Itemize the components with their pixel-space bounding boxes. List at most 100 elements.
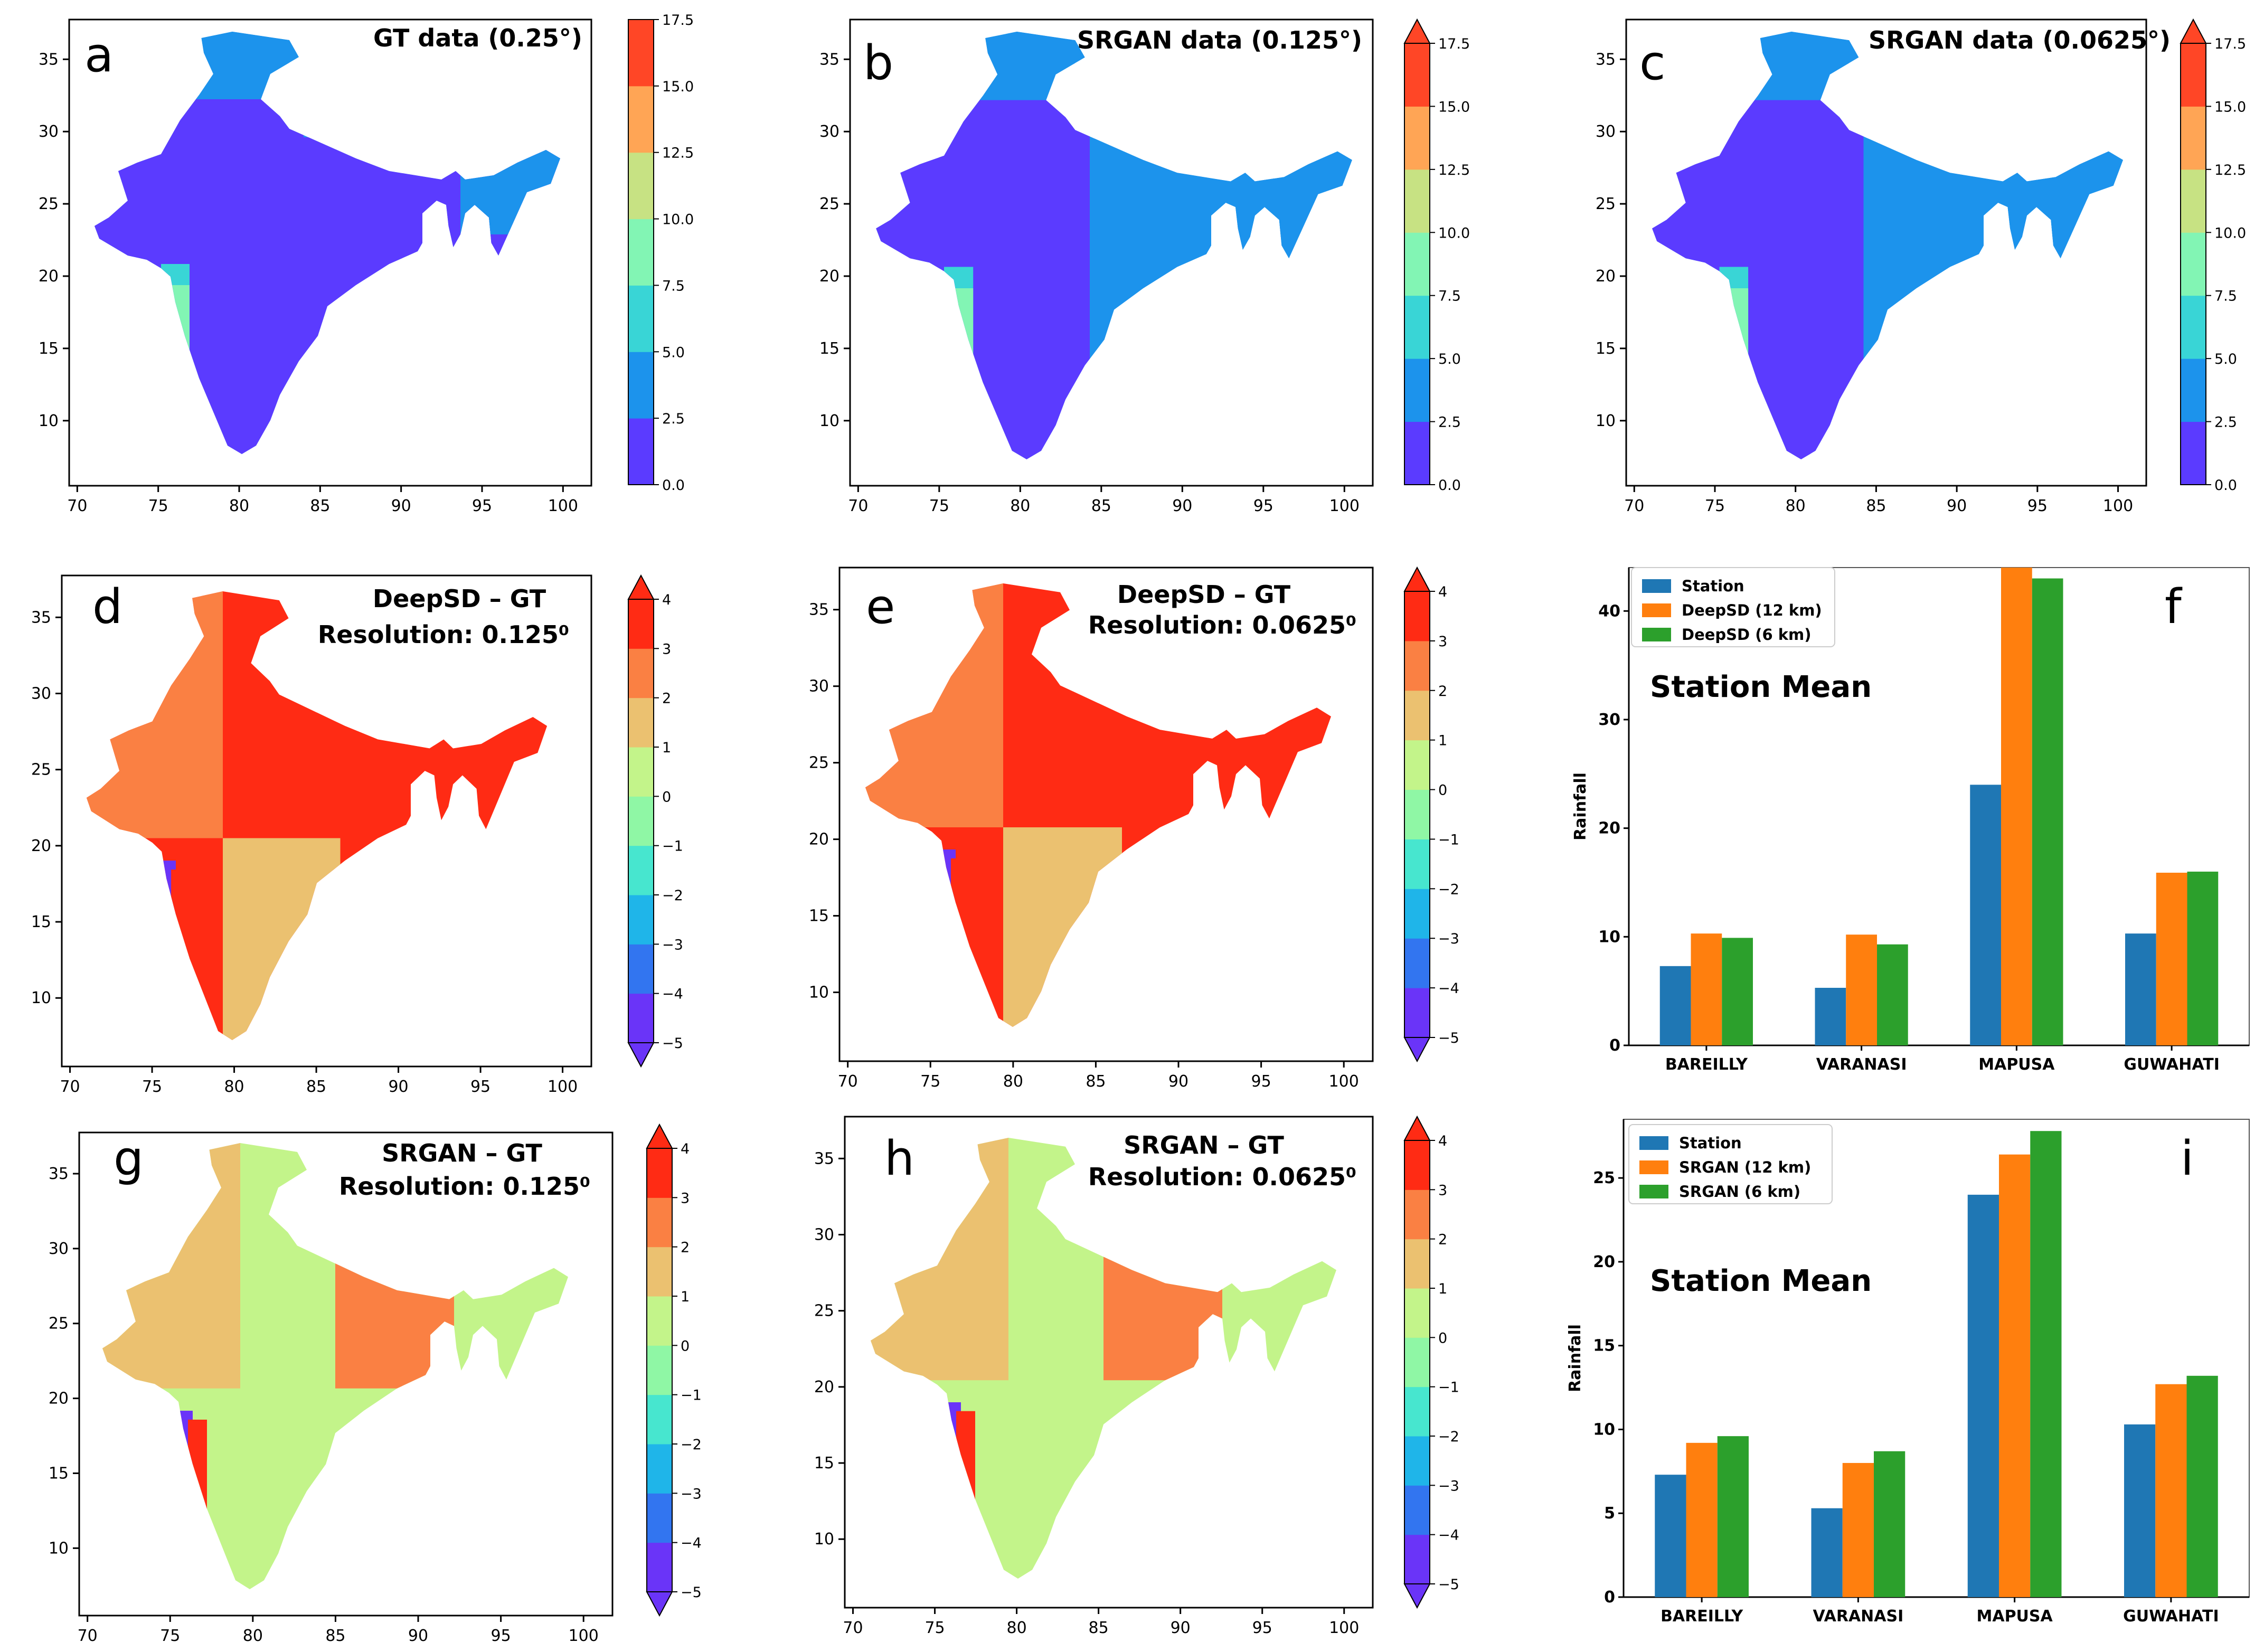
bar-guwahati-2	[2186, 1375, 2218, 1597]
colorbar-tick-label: 3	[681, 1190, 690, 1206]
colorbar-segment	[1404, 1190, 1430, 1240]
bar-chart-ylabel: Rainfall	[1566, 1324, 1584, 1392]
colorbar-segment	[2181, 106, 2206, 170]
colorbar-c: 0.0 2.5 5.0 7.5 10.0 12.5 15.0 17.5	[2180, 18, 2246, 494]
colorbar-segment	[2181, 232, 2206, 296]
colorbar-segment	[1404, 232, 1430, 296]
map-fill-e	[865, 583, 1332, 1027]
colorbar-tick-label: 12.5	[1438, 162, 1470, 178]
map-ytick-label-b: 15	[819, 339, 839, 358]
map-xtick-label-c: 75	[1705, 497, 1725, 515]
panel-title-h: SRGAN – GT	[1124, 1131, 1284, 1159]
map-frame-b	[849, 18, 1374, 487]
colorbar-tick-label: 0	[681, 1338, 690, 1354]
legend-swatch	[1642, 603, 1671, 617]
map-frame-e	[838, 567, 1374, 1062]
colorbar-segment	[1404, 938, 1430, 988]
map-zone-ne-b	[1250, 151, 1352, 237]
colorbar-tick-label: −2	[681, 1437, 702, 1453]
map-ytick-label-c: 30	[1596, 122, 1616, 141]
map-xtick-label-d: 95	[470, 1078, 490, 1096]
map-xtick-label-h: 75	[925, 1619, 945, 1637]
colorbar-g: −5 −4 −3 −2 −1 0 1 2 3 4	[646, 1123, 702, 1617]
map-xtick-label-h: 100	[1329, 1619, 1359, 1637]
map-frame-h	[844, 1116, 1374, 1609]
bar-mapusa-2	[2030, 1131, 2062, 1597]
map-xtick-label-b: 70	[848, 497, 868, 515]
colorbar-tick-label: 17.5	[1438, 36, 1470, 52]
colorbar-segment	[647, 1444, 672, 1494]
panel-title-a: GT data (0.25°)	[373, 24, 582, 52]
map-fill-b	[876, 32, 1352, 459]
bar-chart-ytick-label: 0	[1604, 1588, 1615, 1607]
map-xtick-label-g: 75	[160, 1627, 180, 1645]
map-ytick-label-g: 15	[49, 1464, 69, 1483]
bar-chart-ytick-label: 10	[1593, 1420, 1615, 1439]
colorbar-arrow-top	[646, 1123, 673, 1149]
legend-label: DeepSD (12 km)	[1682, 601, 1822, 619]
colorbar-e: −5 −4 −3 −2 −1 0 1 2 3 4	[1403, 566, 1459, 1063]
map-ytick-label-a: 35	[39, 50, 59, 69]
colorbar-tick-label: 10.0	[662, 212, 694, 228]
map-ytick-label-b: 35	[819, 50, 839, 69]
map-ytick-label-b: 20	[819, 267, 839, 286]
map-ytick-label-e: 35	[809, 601, 829, 619]
map-xtick-label-a: 90	[391, 497, 411, 515]
colorbar-segment	[628, 697, 654, 748]
map-ytick-label-e: 25	[809, 754, 829, 772]
bar-chart-ytick-label: 40	[1598, 602, 1620, 620]
colorbar-arrow-bottom	[627, 1042, 655, 1068]
colorbar-tick-label: 15.0	[2214, 99, 2246, 115]
map-panel-a: 70 75 80 85 90 95 100 10 15 20 25 30 35	[39, 18, 592, 515]
colorbar-segment	[628, 648, 654, 698]
map-zone-south-h	[1008, 1380, 1127, 1579]
map-xtick-label-g: 85	[325, 1627, 345, 1645]
map-zone-south-g	[240, 1388, 359, 1589]
panel-b-labels: b SRGAN data (0.125°)	[863, 26, 1362, 91]
bar-varanasi-0	[1815, 987, 1846, 1045]
map-frame-d	[61, 574, 592, 1068]
panel-letter-c: c	[1639, 35, 1665, 91]
map-panel-c: 70 75 80 85 90 95 100 10 15 20 25 30 35	[1596, 18, 2147, 515]
colorbar-tick-label: 2.5	[662, 411, 685, 427]
map-xtick-label-d: 90	[388, 1078, 408, 1096]
panel-subtitle-d: Resolution: 0.125⁰	[318, 620, 569, 649]
map-zone-north-a	[194, 32, 289, 99]
map-xtick-label-g: 80	[243, 1627, 263, 1645]
map-fill-h	[871, 1138, 1337, 1579]
colorbar-tick-label: 0.0	[2214, 477, 2237, 494]
map-zone-coast2-a	[171, 285, 190, 433]
map-ytick-label-b: 30	[819, 122, 839, 141]
colorbar-segment	[1404, 690, 1430, 741]
bar-chart-category-label: GUWAHATI	[2124, 1055, 2220, 1074]
map-ytick-label-c: 10	[1596, 412, 1616, 430]
colorbar-tick-label: −5	[681, 1584, 702, 1601]
colorbar-tick-label: −2	[662, 888, 683, 904]
bar-chart-ylabel: Rainfall	[1571, 772, 1590, 841]
map-zone-dry-a	[95, 95, 304, 454]
bar-bareilly-1	[1686, 1442, 1718, 1597]
legend-box	[1631, 567, 1835, 647]
colorbar-segment	[628, 845, 654, 895]
colorbar-segment	[2181, 169, 2206, 233]
colorbar-tick-label: −2	[1438, 1429, 1459, 1445]
bar-bareilly-0	[1659, 966, 1691, 1045]
colorbar-arrow-top	[2180, 18, 2207, 44]
map-ytick-label-e: 20	[809, 830, 829, 849]
map-zone-central-e	[1098, 672, 1217, 827]
colorbar-tick-label: 5.0	[1438, 351, 1461, 367]
panel-e-labels: e DeepSD – GT Resolution: 0.0625⁰	[866, 579, 1356, 639]
map-panel-h: 70 75 80 85 90 95 100 10 15 20 25 30 35	[814, 1116, 1374, 1637]
bar-mapusa-1	[1999, 1154, 2031, 1597]
colorbar-tick-label: 7.5	[2214, 288, 2237, 305]
colorbar-segment	[647, 1394, 672, 1445]
colorbar-tick-label: −5	[1438, 1030, 1459, 1046]
map-xtick-label-h: 70	[843, 1619, 863, 1637]
colorbar-tick-label: 2	[1438, 1232, 1447, 1248]
map-xtick-label-g: 70	[78, 1627, 98, 1645]
map-xtick-label-a: 80	[229, 497, 249, 515]
bar-chart-ytick-label: 20	[1598, 819, 1620, 838]
map-xtick-label-b: 80	[1010, 497, 1030, 515]
colorbar-tick-label: 3	[1438, 634, 1447, 650]
colorbar-segment	[647, 1345, 672, 1395]
